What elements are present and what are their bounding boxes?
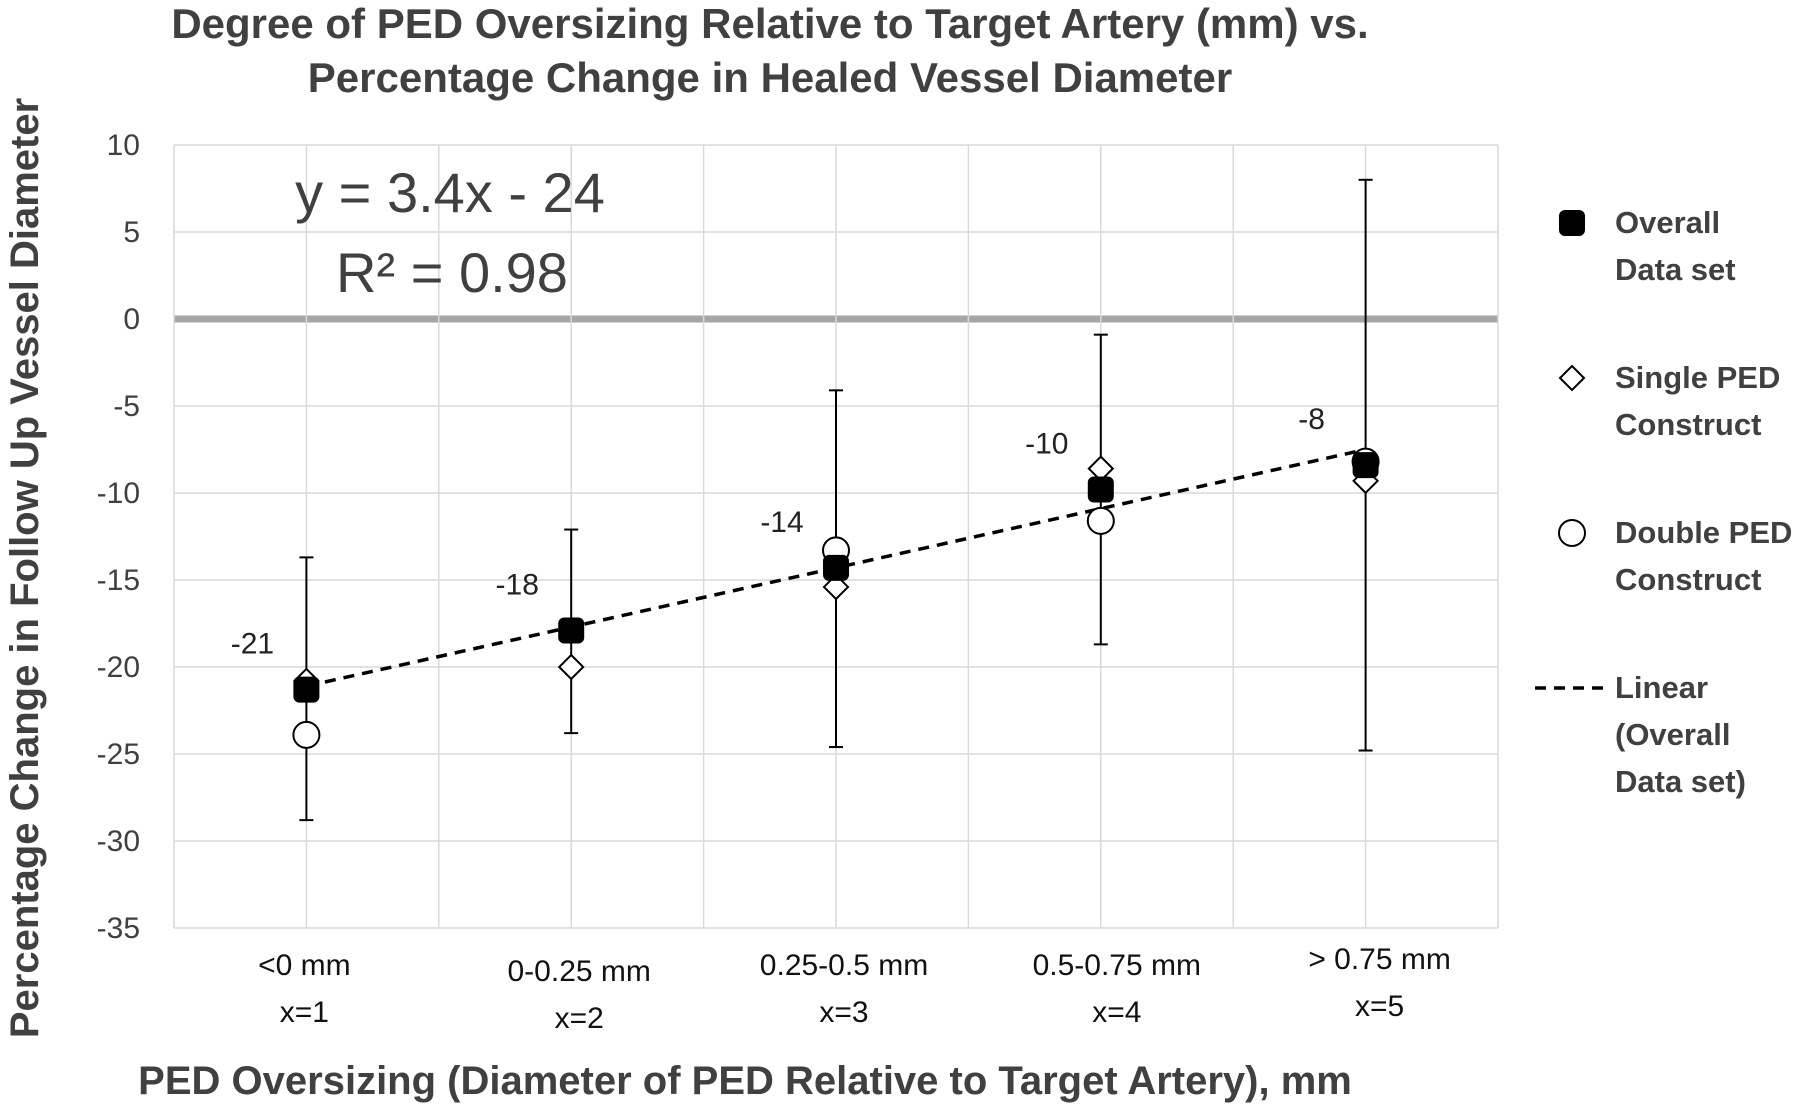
data-label: -21 — [231, 628, 274, 661]
legend-overall: Overall Data set — [1559, 205, 1736, 287]
legend-double-ped: Double PED Construct — [1558, 515, 1792, 597]
trendline-equation: y = 3.4x - 24 R² = 0.98 — [295, 161, 605, 304]
data-labels: -21 -18 -14 -10 -8 — [231, 403, 1325, 660]
overall-marker — [1087, 476, 1114, 503]
legend-swatch — [1558, 364, 1586, 392]
x-tick-sublabel: x=5 — [1355, 990, 1404, 1023]
x-tick-label: 0.5-0.75 mm — [1033, 949, 1201, 982]
x-tick-sublabel: x=2 — [555, 1002, 604, 1035]
legend-single-ped: Single PED Construct — [1558, 360, 1780, 442]
data-markers — [292, 447, 1380, 749]
x-tick-label: > 0.75 mm — [1308, 943, 1451, 976]
x-tick-label: <0 mm — [258, 949, 351, 982]
y-tick-label: -5 — [113, 390, 140, 423]
single-ped-marker — [557, 653, 585, 681]
x-tick-label: 0-0.25 mm — [508, 955, 651, 988]
chart-title-line-1: Degree of PED Oversizing Relative to Tar… — [171, 0, 1368, 47]
y-tick-label: 0 — [123, 303, 140, 336]
x-tick-sublabel: x=1 — [280, 996, 329, 1029]
legend-swatch — [1558, 519, 1586, 547]
legend-label: Data set) — [1615, 764, 1746, 799]
y-axis-ticks: 10 5 0 -5 -10 -15 -20 -25 -30 -35 — [97, 129, 140, 945]
x-tick-sublabel: x=3 — [819, 996, 868, 1029]
double-ped-marker — [292, 720, 321, 749]
legend-label: Double PED — [1615, 515, 1792, 550]
legend-swatch — [1559, 210, 1585, 236]
data-label: -10 — [1025, 428, 1068, 461]
overall-marker — [558, 617, 585, 644]
y-tick-label: 10 — [107, 129, 140, 162]
x-tick-sublabel: x=4 — [1092, 996, 1141, 1029]
legend-linear: Linear (Overall Data set) — [1535, 670, 1746, 799]
y-tick-label: -30 — [97, 825, 140, 858]
double-ped-marker — [1086, 506, 1115, 535]
overall-marker — [1352, 452, 1379, 479]
r-squared-text: R² = 0.98 — [336, 241, 568, 304]
y-tick-label: 5 — [123, 216, 140, 249]
y-tick-label: -35 — [97, 912, 140, 945]
legend-label: Single PED — [1615, 360, 1780, 395]
chart-title: Degree of PED Oversizing Relative to Tar… — [171, 0, 1368, 101]
equation-text: y = 3.4x - 24 — [295, 161, 605, 224]
overall-marker — [823, 554, 849, 581]
legend-label: (Overall — [1615, 717, 1730, 752]
x-axis-ticks: <0 mm x=1 0-0.25 mm x=2 0.25-0.5 mm x=3 0.5-0.… — [258, 943, 1451, 1035]
legend-label: Construct — [1615, 562, 1761, 597]
legend-label: Overall — [1615, 205, 1720, 240]
y-tick-label: -10 — [97, 477, 140, 510]
legend-label: Construct — [1615, 407, 1761, 442]
legend-label: Linear — [1615, 670, 1708, 705]
data-label: -8 — [1298, 403, 1325, 436]
x-axis-title: PED Oversizing (Diameter of PED Relative… — [138, 1059, 1352, 1103]
y-tick-label: -20 — [97, 651, 140, 684]
legend-label: Data set — [1615, 252, 1736, 287]
chart-title-line-2: Percentage Change in Healed Vessel Diame… — [308, 54, 1232, 101]
overall-marker — [293, 676, 320, 703]
y-tick-label: -25 — [97, 738, 140, 771]
data-label: -14 — [760, 506, 803, 539]
x-tick-label: 0.25-0.5 mm — [760, 949, 928, 982]
data-label: -18 — [496, 568, 539, 601]
y-tick-label: -15 — [97, 564, 140, 597]
y-axis-title: Percentage Change in Follow Up Vessel Di… — [3, 98, 47, 1038]
single-ped-marker — [822, 573, 850, 601]
